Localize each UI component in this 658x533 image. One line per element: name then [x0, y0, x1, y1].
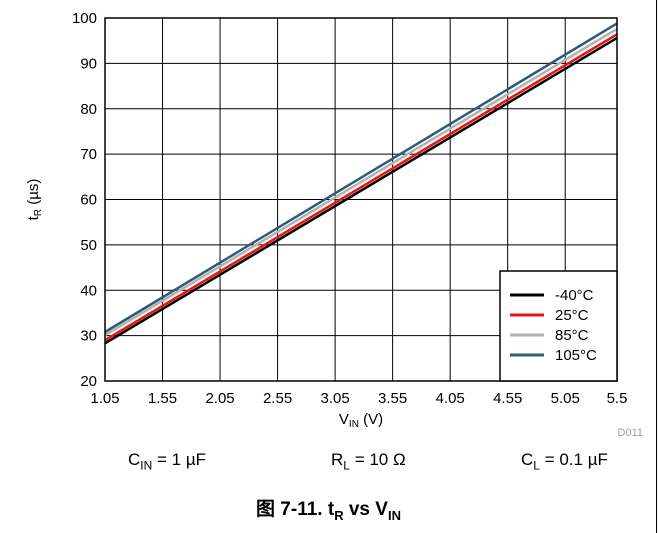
legend-label: 25°C [555, 307, 589, 324]
plot-border [104, 17, 618, 382]
x-axis-label: VIN (V) [339, 411, 383, 430]
y-tick-label: 40 [80, 282, 97, 299]
x-tick-label: 5.05 [551, 390, 580, 407]
legend-label: -40°C [555, 287, 594, 304]
legend-box [499, 270, 618, 382]
y-tick-label: 60 [80, 192, 97, 209]
series-line [104, 33, 618, 342]
series-line [104, 27, 618, 337]
condition-cl: CL = 0.1 µF [521, 450, 608, 473]
y-tick-label: 30 [80, 328, 97, 345]
x-tick-label: 3.55 [378, 390, 407, 407]
figure-id-watermark: D011 [618, 427, 643, 439]
condition-cin: CIN = 1 µF [128, 450, 207, 473]
x-tick-label: 4.55 [493, 390, 522, 407]
x-tick-label: 4.05 [436, 390, 465, 407]
legend-label: 105°C [555, 347, 597, 364]
x-tick-label: 2.05 [205, 390, 234, 407]
legend-label: 85°C [555, 327, 589, 344]
x-tick-label: 2.55 [263, 390, 292, 407]
y-tick-label: 100 [72, 10, 97, 27]
y-tick-label: 80 [80, 101, 97, 118]
condition-rl: RL = 10 Ω [331, 450, 406, 473]
y-axis-label: tR (µs) [25, 179, 44, 221]
y-tick-label: 90 [80, 55, 97, 72]
legend: -40°C 25°C 85°C 105°C [499, 270, 618, 382]
y-tick-label: 50 [80, 237, 97, 254]
chart: 1.05 1.55 2.05 2.55 3.05 3.55 4.05 4.55 5.05 5.5 2… [25, 10, 643, 439]
tick-labels: 1.05 1.55 2.05 2.55 3.05 3.55 4.05 4.55 5.05 5.5 2… [72, 10, 627, 407]
figure-caption: 图 7-11. tR vs VIN [256, 499, 401, 523]
x-tick-label: 1.55 [148, 390, 177, 407]
y-tick-label: 70 [80, 146, 97, 163]
x-tick-label: 5.5 [607, 390, 628, 407]
x-tick-label: 3.05 [321, 390, 350, 407]
series-line [104, 22, 618, 334]
y-tick-label: 20 [80, 373, 97, 390]
series-lines [104, 22, 618, 345]
series-line [104, 36, 618, 345]
x-tick-label: 1.05 [90, 390, 119, 407]
